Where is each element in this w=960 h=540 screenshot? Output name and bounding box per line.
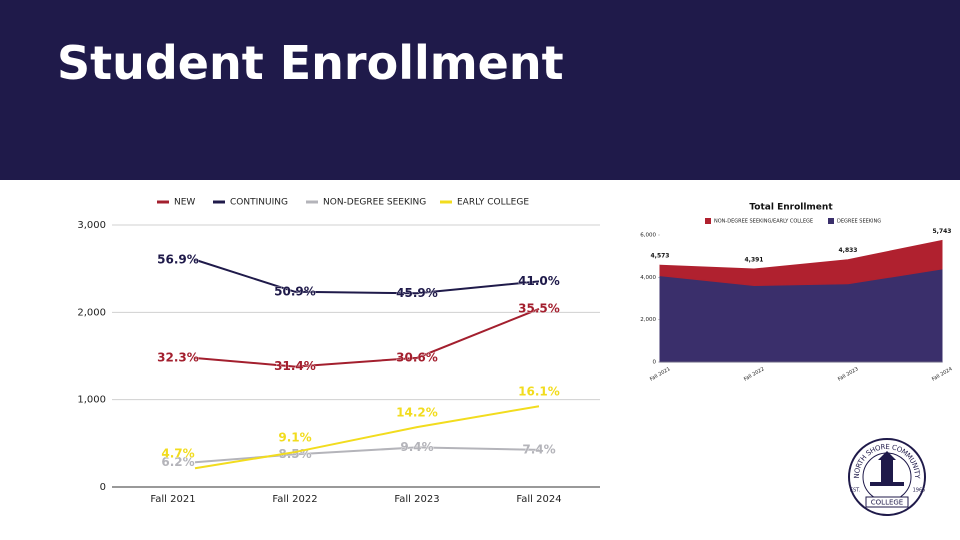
legend-label: NON-DEGREE SEEKING (323, 198, 426, 208)
x-tick-label: Fall 2023 (837, 366, 860, 382)
logo: NORTH SHORE COMMUNITY EST. 1965 COLLEGE (848, 438, 926, 516)
y-tick-label: 6,000 (640, 233, 656, 239)
y-tick-label: 0 (100, 482, 106, 493)
data-label: 32.3% (157, 351, 199, 365)
logo-bottom: COLLEGE (871, 499, 903, 507)
logo-right: 1965 (913, 488, 926, 494)
legend-label: NEW (174, 198, 195, 208)
data-label: 30.6% (396, 350, 438, 364)
series-line (194, 446, 540, 464)
series-line (194, 405, 540, 470)
data-label: 9.1% (278, 431, 311, 445)
lighthouse (881, 460, 893, 482)
y-tick-label: 4,000 (640, 275, 656, 281)
y-tick-label: 2,000 (640, 317, 656, 323)
lighthouse-base (870, 482, 904, 486)
total-label: 4,573 (651, 253, 670, 260)
x-tick-label: Fall 2024 (516, 494, 561, 505)
data-label: 41.0% (518, 274, 560, 288)
legend-label: CONTINUING (230, 198, 288, 208)
y-tick-label: 3,000 (77, 220, 106, 231)
legend-swatch (828, 218, 834, 224)
y-tick-label: 0 (653, 360, 657, 366)
total-label: 4,391 (745, 257, 764, 264)
data-label: 14.2% (396, 406, 438, 420)
logo-left: EST. (850, 488, 861, 494)
lighthouse-roof (878, 451, 896, 460)
header: Student Enrollment (0, 0, 960, 180)
data-label: 9.4% (400, 440, 433, 454)
series-line (194, 307, 540, 368)
data-label: 7.4% (522, 442, 555, 456)
y-tick-label: 2,000 (77, 307, 106, 318)
area (659, 239, 943, 287)
legend-label: DEGREE SEEKING (837, 219, 881, 225)
x-tick-label: Fall 2022 (272, 494, 317, 505)
legend-label: EARLY COLLEGE (457, 198, 529, 208)
x-tick-label: Fall 2021 (150, 494, 195, 505)
data-label: 31.4% (274, 359, 316, 373)
chart-title: Total Enrollment (749, 203, 833, 213)
data-label: 45.9% (396, 286, 438, 300)
data-label: 16.1% (518, 385, 560, 399)
data-label: 35.5% (518, 301, 560, 315)
x-tick-label: Fall 2022 (743, 366, 766, 382)
total-label: 4,833 (839, 247, 858, 254)
x-tick-label: Fall 2024 (931, 366, 954, 382)
data-label: 6.2% (161, 455, 194, 469)
x-tick-label: Fall 2021 (649, 366, 672, 382)
legend-label: NON-DEGREE SEEKING/EARLY COLLEGE (714, 219, 813, 225)
series-line (194, 258, 540, 295)
total-label: 5,743 (933, 228, 952, 235)
data-label: 4.7% (161, 447, 194, 461)
data-label: 56.9% (157, 252, 199, 266)
data-label: 50.9% (274, 284, 316, 298)
y-tick-label: 1,000 (77, 395, 106, 406)
legend-swatch (705, 218, 711, 224)
x-tick-label: Fall 2023 (394, 494, 439, 505)
logo-banner (865, 496, 909, 508)
title: Student Enrollment (57, 36, 564, 90)
